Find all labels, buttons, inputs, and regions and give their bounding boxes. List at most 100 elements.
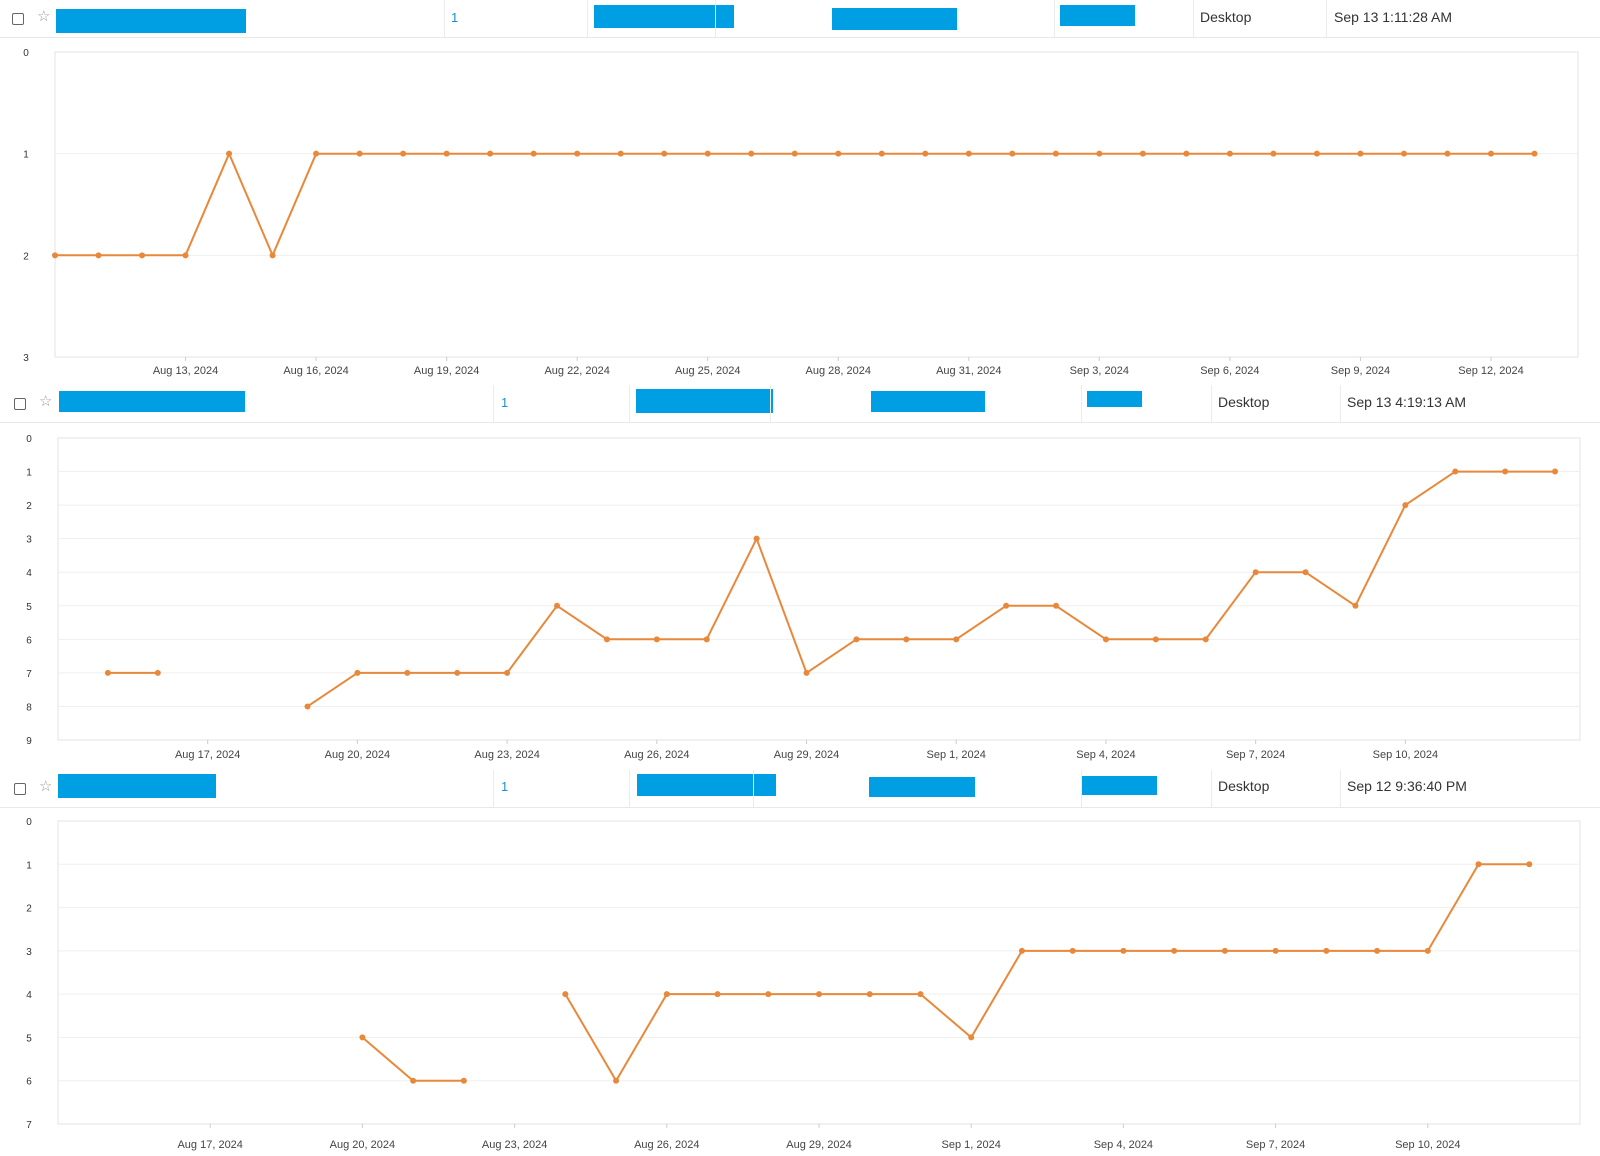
data-point[interactable] <box>1252 569 1259 576</box>
keyword-row[interactable]: ☆ 1 Desktop Sep 12 9:36:40 PM <box>0 770 1600 808</box>
data-point[interactable] <box>1452 468 1459 475</box>
data-point[interactable] <box>1475 861 1482 868</box>
data-point[interactable] <box>1487 150 1494 157</box>
data-point[interactable] <box>354 669 361 676</box>
data-point[interactable] <box>1444 150 1451 157</box>
star-icon[interactable]: ☆ <box>37 8 51 25</box>
data-point[interactable] <box>765 991 772 998</box>
data-point[interactable] <box>410 1077 417 1084</box>
data-point[interactable] <box>714 991 721 998</box>
data-point[interactable] <box>617 150 624 157</box>
data-point[interactable] <box>1102 636 1109 643</box>
data-point[interactable] <box>574 150 581 157</box>
data-point[interactable] <box>1053 602 1060 609</box>
star-icon[interactable]: ☆ <box>39 393 53 410</box>
data-point[interactable] <box>1400 150 1407 157</box>
data-point[interactable] <box>653 636 660 643</box>
data-point[interactable] <box>816 991 822 998</box>
data-point[interactable] <box>1226 150 1233 157</box>
data-point[interactable] <box>226 150 233 157</box>
data-point[interactable] <box>753 535 760 542</box>
data-point[interactable] <box>663 991 670 998</box>
data-point[interactable] <box>1183 150 1190 157</box>
data-point[interactable] <box>554 602 561 609</box>
data-point[interactable] <box>953 636 960 643</box>
row-checkbox[interactable] <box>14 783 26 795</box>
data-point[interactable] <box>562 991 569 998</box>
data-point[interactable] <box>866 991 873 998</box>
data-point[interactable] <box>1221 947 1228 954</box>
data-point[interactable] <box>1313 150 1320 157</box>
data-point[interactable] <box>1402 502 1409 509</box>
keyword-row[interactable]: ☆ 1 Desktop Sep 13 1:11:28 AM <box>0 0 1600 38</box>
data-point[interactable] <box>803 669 810 676</box>
data-point[interactable] <box>853 636 860 643</box>
data-point[interactable] <box>454 669 461 676</box>
data-point[interactable] <box>1139 150 1146 157</box>
data-point[interactable] <box>791 150 798 157</box>
data-point[interactable] <box>1171 947 1178 954</box>
data-point[interactable] <box>404 669 411 676</box>
data-point[interactable] <box>1357 150 1364 157</box>
data-point[interactable] <box>968 1034 975 1041</box>
data-point[interactable] <box>1502 468 1509 475</box>
data-point[interactable] <box>603 636 610 643</box>
data-point[interactable] <box>139 252 146 259</box>
data-point[interactable] <box>1374 947 1381 954</box>
x-tick-label: Aug 23, 2024 <box>474 749 539 761</box>
data-point[interactable] <box>104 669 111 676</box>
data-point[interactable] <box>313 150 320 157</box>
data-point[interactable] <box>1052 150 1059 157</box>
data-point[interactable] <box>530 150 537 157</box>
series-line <box>361 1036 464 1082</box>
data-point[interactable] <box>1069 947 1076 954</box>
keyword-row[interactable]: ☆ 1 Desktop Sep 13 4:19:13 AM <box>0 385 1600 423</box>
data-point[interactable] <box>400 150 407 157</box>
data-point[interactable] <box>269 252 276 259</box>
data-point[interactable] <box>1096 150 1103 157</box>
data-point[interactable] <box>903 636 910 643</box>
data-point[interactable] <box>613 1077 620 1084</box>
data-point[interactable] <box>1009 150 1016 157</box>
rank-value[interactable]: 1 <box>451 10 459 25</box>
data-point[interactable] <box>1272 947 1279 954</box>
data-point[interactable] <box>748 150 755 157</box>
data-point[interactable] <box>460 1077 467 1084</box>
data-point[interactable] <box>965 150 972 157</box>
data-point[interactable] <box>443 150 450 157</box>
data-point[interactable] <box>1152 636 1159 643</box>
data-point[interactable] <box>1552 468 1559 475</box>
rank-value[interactable]: 1 <box>501 779 509 794</box>
data-point[interactable] <box>1003 602 1010 609</box>
data-point[interactable] <box>95 252 102 259</box>
data-point[interactable] <box>917 991 924 998</box>
data-point[interactable] <box>661 150 668 157</box>
data-point[interactable] <box>487 150 494 157</box>
data-point[interactable] <box>1202 636 1209 643</box>
data-point[interactable] <box>359 1034 366 1041</box>
data-point[interactable] <box>1526 861 1533 868</box>
data-point[interactable] <box>1302 569 1309 576</box>
data-point[interactable] <box>304 703 311 710</box>
data-point[interactable] <box>1323 947 1330 954</box>
data-point[interactable] <box>835 150 842 157</box>
data-point[interactable] <box>504 669 511 676</box>
data-point[interactable] <box>878 150 885 157</box>
data-point[interactable] <box>182 252 189 259</box>
data-point[interactable] <box>1270 150 1277 157</box>
data-point[interactable] <box>922 150 929 157</box>
data-point[interactable] <box>356 150 363 157</box>
data-point[interactable] <box>704 150 711 157</box>
row-checkbox[interactable] <box>12 13 24 25</box>
data-point[interactable] <box>52 252 58 259</box>
data-point[interactable] <box>1018 947 1025 954</box>
data-point[interactable] <box>1120 947 1127 954</box>
data-point[interactable] <box>1352 602 1359 609</box>
rank-value[interactable]: 1 <box>501 395 509 410</box>
data-point[interactable] <box>154 669 161 676</box>
data-point[interactable] <box>703 636 710 643</box>
row-checkbox[interactable] <box>14 398 26 410</box>
data-point[interactable] <box>1424 947 1431 954</box>
star-icon[interactable]: ☆ <box>39 778 53 795</box>
data-point[interactable] <box>1531 150 1538 157</box>
